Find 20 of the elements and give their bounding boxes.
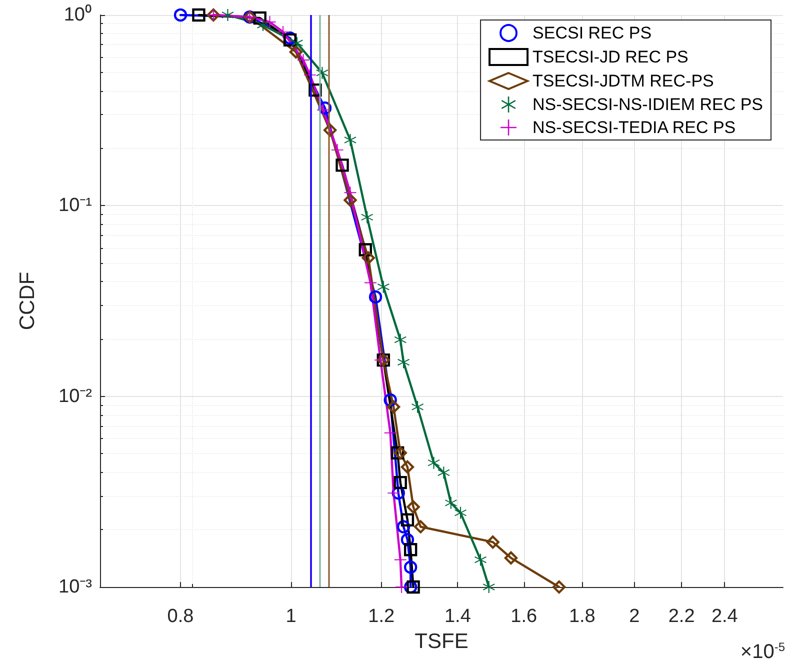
x-tick-label: 1.8 [568,606,596,627]
y-tick-label: 10⁻³ [58,576,92,598]
legend-label: NS-SECSI-NS-IDIEM REC PS [532,95,764,114]
legend-label: SECSI REC PS [532,24,652,42]
x-tick-label: 1.2 [368,606,395,627]
x-tick-label: 2.2 [668,606,695,627]
y-tick-label: 10⁰ [64,4,92,26]
x-tick-label: 0.8 [167,606,194,627]
legend-label: TSECSI-JD REC PS [532,48,688,66]
x-tick-label: 2 [629,606,640,627]
x-tick-label: 1 [286,606,296,627]
y-tick-label: 10⁻² [58,386,92,407]
x-tick-label: 1.4 [444,606,472,627]
x-axis-title: TSFE [414,630,468,653]
legend-label: NS-SECSI-TEDIA REC PS [532,118,736,137]
x-tick-label: 1.6 [510,606,538,627]
y-tick-label: 10⁻¹ [58,195,92,216]
legend-label: TSECSI-JDTM REC-PS [532,72,714,90]
y-axis-title: CCDF [16,272,39,330]
x-tick-label: 2.4 [711,606,738,627]
